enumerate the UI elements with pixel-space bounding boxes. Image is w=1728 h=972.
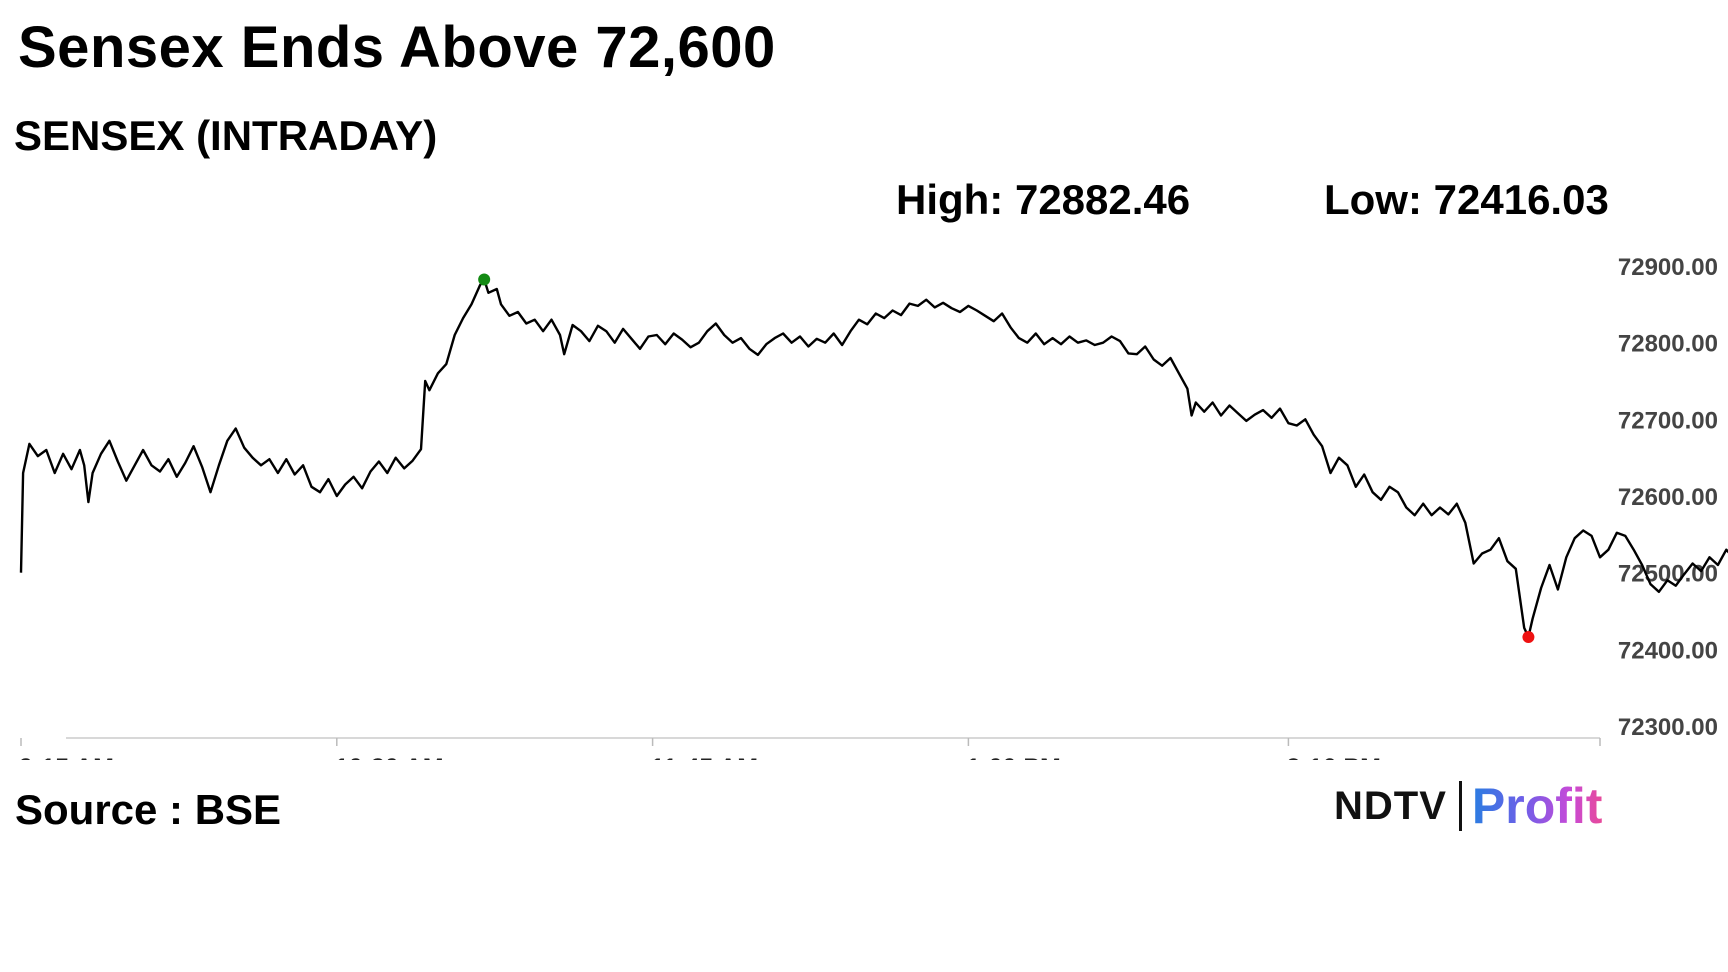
x-tick-label: 2:16 PM xyxy=(1286,754,1380,760)
x-tick-label: 9:15 AM xyxy=(19,754,114,760)
x-tick-label: 11:45 AM xyxy=(651,754,758,760)
price-line xyxy=(19,278,1728,639)
logo-ndtv-text: NDTV xyxy=(1334,783,1447,828)
x-tick-label: 1:00 PM xyxy=(966,754,1060,760)
y-tick-label: 72300.00 xyxy=(1618,714,1718,741)
y-tick-label: 72500.00 xyxy=(1618,561,1718,588)
y-tick-label: 72800.00 xyxy=(1618,331,1718,358)
headline: Sensex Ends Above 72,600 xyxy=(18,15,776,80)
y-tick-label: 72900.00 xyxy=(1618,254,1718,281)
high-stat: High: 72882.46 xyxy=(896,176,1191,223)
y-tick-label: 72600.00 xyxy=(1618,484,1718,511)
logo-profit-text: Profit xyxy=(1471,778,1603,834)
x-tick-label: 10:30 AM xyxy=(335,754,444,760)
logo-divider xyxy=(1458,781,1462,831)
low-marker xyxy=(1522,631,1535,644)
source-note: Source : BSE xyxy=(15,786,282,833)
y-tick-label: 72400.00 xyxy=(1618,637,1718,664)
markers xyxy=(478,273,1535,644)
y-axis: 72900.00 72800.00 72700.00 72600.00 72500.00… xyxy=(1618,254,1718,741)
y-tick-label: 72700.00 xyxy=(1618,407,1718,434)
low-stat: Low: 72416.03 xyxy=(1324,176,1609,223)
intraday-chart: 72900.00 72800.00 72700.00 72600.00 72500.00… xyxy=(19,254,1728,760)
high-marker xyxy=(478,273,491,286)
ndtv-profit-logo: NDTV Profit xyxy=(1334,778,1602,834)
chart-title: SENSEX (INTRADAY) xyxy=(14,112,438,159)
x-axis: 9:15 AM 10:30 AM 11:45 AM 1:00 PM 2:16 PM xyxy=(19,737,1601,760)
